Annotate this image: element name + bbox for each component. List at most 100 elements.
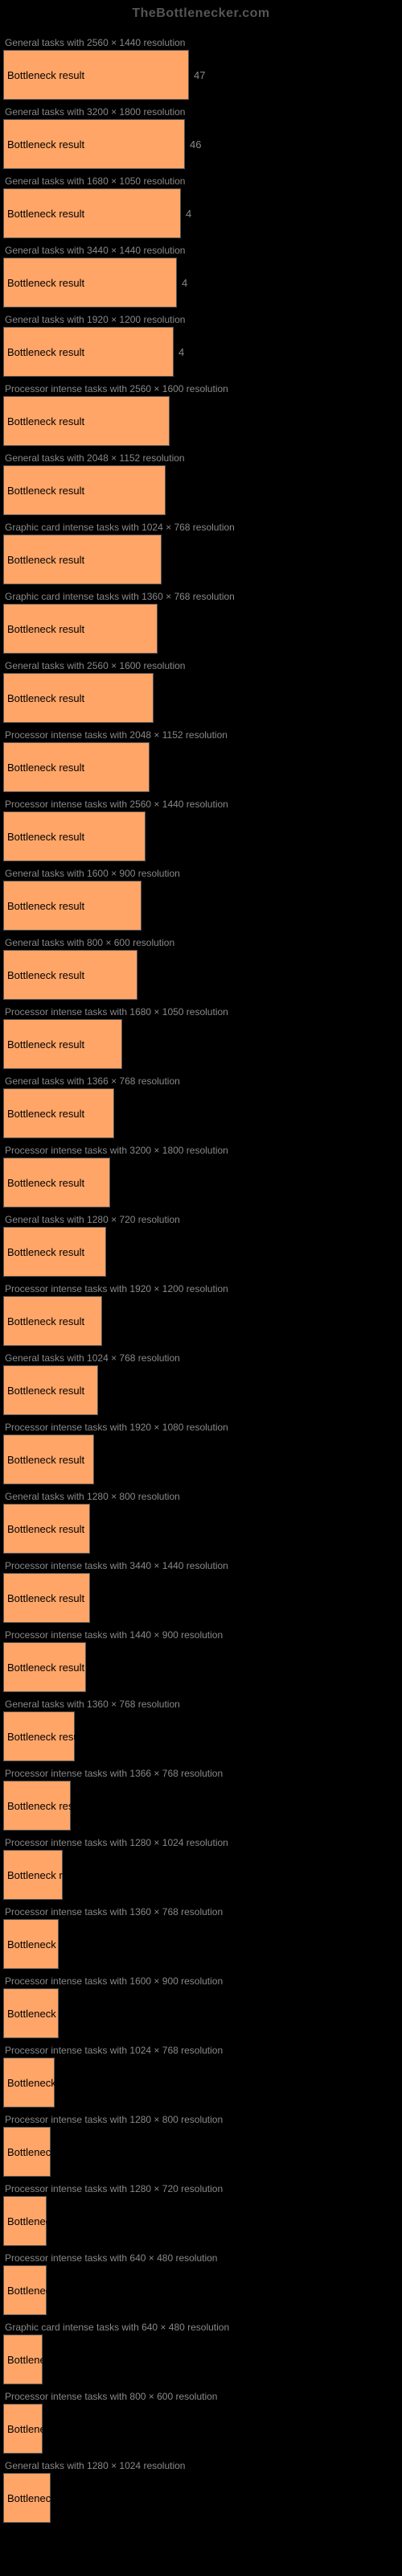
bar-track: Bottleneck result xyxy=(3,535,399,584)
bar: Bottleneck result xyxy=(3,1296,102,1346)
bar-inner-label: Bottleneck result xyxy=(4,1869,84,1881)
chart-row: Processor intense tasks with 1440 × 900 … xyxy=(3,1629,399,1692)
row-category-label: Processor intense tasks with 1280 × 800 … xyxy=(3,2114,399,2125)
bar-inner-label: Bottleneck result xyxy=(4,277,84,289)
bar-track: Bottleneck result xyxy=(3,1850,399,1900)
bar-inner-label: Bottleneck result xyxy=(4,831,84,843)
bar-track: Bottleneck result47 xyxy=(3,50,399,100)
chart-row: Processor intense tasks with 1360 × 768 … xyxy=(3,1906,399,1969)
chart-row: General tasks with 3200 × 1800 resolutio… xyxy=(3,106,399,169)
bar-track: Bottleneck result xyxy=(3,2127,399,2177)
row-category-label: Processor intense tasks with 1280 × 1024… xyxy=(3,1837,399,1848)
bar-track: Bottleneck result4 xyxy=(3,327,399,377)
bar: Bottleneck result xyxy=(3,604,158,654)
bar-track: Bottleneck result xyxy=(3,1504,399,1554)
row-category-label: General tasks with 2560 × 1600 resolutio… xyxy=(3,660,399,671)
bar-track: Bottleneck result xyxy=(3,2404,399,2454)
bar: Bottleneck result xyxy=(3,1642,86,1692)
chart-row: General tasks with 2048 × 1152 resolutio… xyxy=(3,452,399,515)
row-category-label: Processor intense tasks with 2048 × 1152… xyxy=(3,729,399,741)
chart-row: Processor intense tasks with 2048 × 1152… xyxy=(3,729,399,792)
bar-track: Bottleneck result xyxy=(3,742,399,792)
row-category-label: Processor intense tasks with 1366 × 768 … xyxy=(3,1768,399,1779)
bar-value-label: 4 xyxy=(174,327,184,377)
bar-inner-label: Bottleneck result xyxy=(4,208,84,220)
bar-inner-label: Bottleneck result xyxy=(4,1938,84,1951)
bar-track: Bottleneck result xyxy=(3,811,399,861)
bar-track: Bottleneck result xyxy=(3,2334,399,2384)
bar: Bottleneck result xyxy=(3,535,162,584)
bar: Bottleneck result xyxy=(3,1919,59,1969)
chart-row: General tasks with 1366 × 768 resolution… xyxy=(3,1075,399,1138)
chart-row: Processor intense tasks with 1280 × 720 … xyxy=(3,2183,399,2246)
bar-inner-label: Bottleneck result xyxy=(4,138,84,151)
bar-inner-label: Bottleneck result xyxy=(4,2492,84,2504)
chart-row: General tasks with 1024 × 768 resolution… xyxy=(3,1352,399,1415)
chart-row: General tasks with 1280 × 800 resolution… xyxy=(3,1491,399,1554)
row-category-label: Processor intense tasks with 1024 × 768 … xyxy=(3,2045,399,2056)
bar-value-label: 47 xyxy=(189,50,205,100)
bar-track: Bottleneck result xyxy=(3,1988,399,2038)
bar-inner-label: Bottleneck result xyxy=(4,485,84,497)
row-category-label: Graphic card intense tasks with 1360 × 7… xyxy=(3,591,399,602)
bar: Bottleneck result xyxy=(3,188,181,238)
chart-row: Processor intense tasks with 1280 × 1024… xyxy=(3,1837,399,1900)
chart-row: General tasks with 1280 × 1024 resolutio… xyxy=(3,2460,399,2523)
bar-inner-label: Bottleneck result xyxy=(4,1385,84,1397)
bar: Bottleneck result xyxy=(3,2334,43,2384)
row-category-label: General tasks with 1366 × 768 resolution xyxy=(3,1075,399,1087)
bar: Bottleneck result xyxy=(3,1504,90,1554)
bar-track: Bottleneck result4 xyxy=(3,188,399,238)
chart-row: General tasks with 3440 × 1440 resolutio… xyxy=(3,245,399,308)
bar-track: Bottleneck result xyxy=(3,1642,399,1692)
bar: Bottleneck result xyxy=(3,1781,71,1831)
bar: Bottleneck result xyxy=(3,327,174,377)
row-category-label: Processor intense tasks with 1360 × 768 … xyxy=(3,1906,399,1918)
bar-inner-label: Bottleneck result xyxy=(4,1315,84,1327)
row-category-label: General tasks with 1600 × 900 resolution xyxy=(3,868,399,879)
chart-row: General tasks with 2560 × 1600 resolutio… xyxy=(3,660,399,723)
row-category-label: General tasks with 3200 × 1800 resolutio… xyxy=(3,106,399,118)
chart-row: Processor intense tasks with 1920 × 1200… xyxy=(3,1283,399,1346)
chart-row: Processor intense tasks with 2560 × 1440… xyxy=(3,799,399,861)
bar-track: Bottleneck result xyxy=(3,1435,399,1484)
bar-inner-label: Bottleneck result xyxy=(4,1731,84,1743)
chart-row: General tasks with 1680 × 1050 resolutio… xyxy=(3,175,399,238)
bar-inner-label: Bottleneck result xyxy=(4,1038,84,1051)
row-category-label: Processor intense tasks with 1920 × 1080… xyxy=(3,1422,399,1433)
bar: Bottleneck result xyxy=(3,811,146,861)
bar: Bottleneck result xyxy=(3,465,166,515)
bar: Bottleneck result xyxy=(3,1158,110,1208)
row-category-label: Processor intense tasks with 640 × 480 r… xyxy=(3,2252,399,2264)
bar-inner-label: Bottleneck result xyxy=(4,2146,84,2158)
row-category-label: General tasks with 1680 × 1050 resolutio… xyxy=(3,175,399,187)
bar: Bottleneck result xyxy=(3,673,154,723)
bar: Bottleneck result xyxy=(3,2058,55,2107)
bar-inner-label: Bottleneck result xyxy=(4,1523,84,1535)
chart-row: General tasks with 800 × 600 resolutionB… xyxy=(3,937,399,1000)
row-category-label: Processor intense tasks with 2560 × 1440… xyxy=(3,799,399,810)
bar-track: Bottleneck result xyxy=(3,604,399,654)
bar-track: Bottleneck result xyxy=(3,2196,399,2246)
bar-inner-label: Bottleneck result xyxy=(4,2077,84,2089)
chart-row: Processor intense tasks with 2560 × 1600… xyxy=(3,383,399,446)
bar-track: Bottleneck result 46 xyxy=(3,119,399,169)
bar: Bottleneck result xyxy=(3,1019,122,1069)
chart-row: General tasks with 1360 × 768 resolution… xyxy=(3,1699,399,1761)
bar-inner-label: Bottleneck result xyxy=(4,623,84,635)
row-category-label: General tasks with 3440 × 1440 resolutio… xyxy=(3,245,399,256)
bar-inner-label: Bottleneck result xyxy=(4,2215,84,2227)
bar: Bottleneck result xyxy=(3,119,185,169)
chart-row: General tasks with 1920 × 1200 resolutio… xyxy=(3,314,399,377)
chart-row: Processor intense tasks with 1366 × 768 … xyxy=(3,1768,399,1831)
bar-track: Bottleneck result xyxy=(3,881,399,931)
row-category-label: Processor intense tasks with 3440 × 1440… xyxy=(3,1560,399,1571)
chart-row: General tasks with 1280 × 720 resolution… xyxy=(3,1214,399,1277)
row-category-label: Processor intense tasks with 3200 × 1800… xyxy=(3,1145,399,1156)
bar-inner-label: Bottleneck result xyxy=(4,1246,84,1258)
bar-track: Bottleneck result xyxy=(3,2058,399,2107)
bar-track: Bottleneck result xyxy=(3,1711,399,1761)
chart-row: Processor intense tasks with 1680 × 1050… xyxy=(3,1006,399,1069)
bar-value-label: 46 xyxy=(185,119,201,169)
bar-track: Bottleneck result xyxy=(3,1227,399,1277)
